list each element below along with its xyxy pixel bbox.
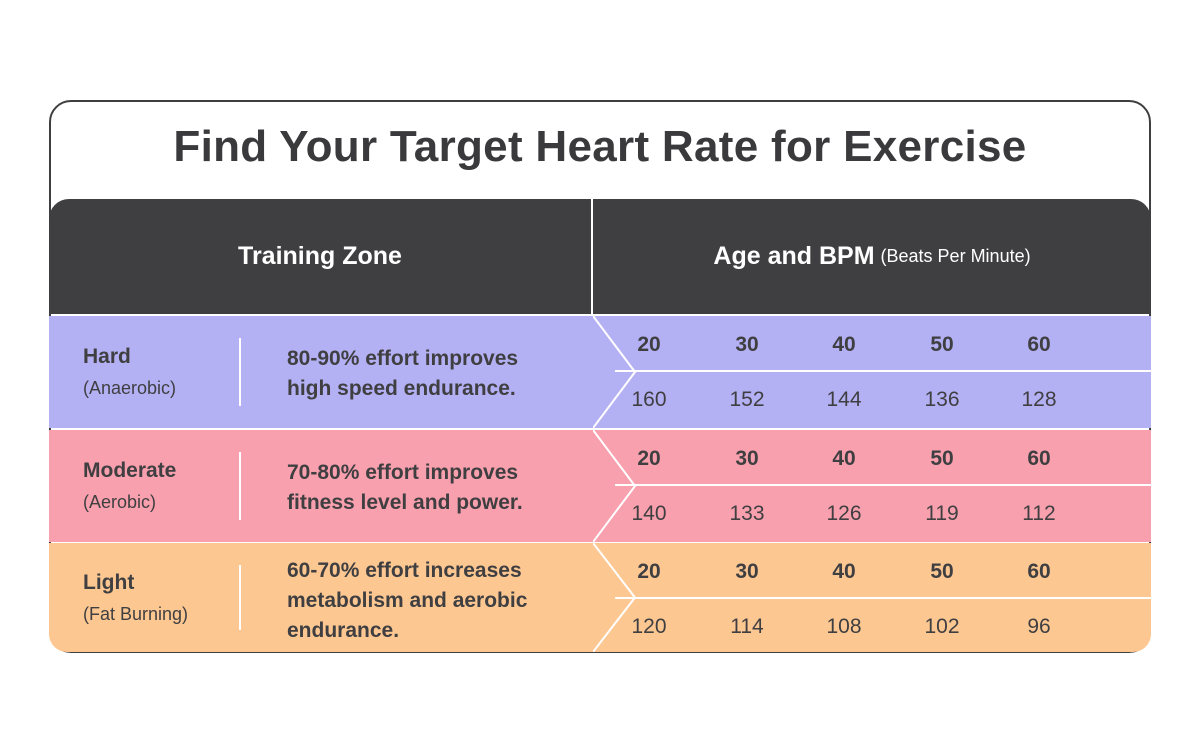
header-training-zone: Training Zone bbox=[238, 242, 402, 270]
age-cell: 60 bbox=[1027, 447, 1051, 470]
zone-row-divider bbox=[615, 597, 1151, 599]
zone-description-line: endurance. bbox=[287, 619, 400, 642]
zone-name: Hard bbox=[83, 345, 131, 368]
age-cell: 30 bbox=[735, 333, 759, 356]
age-cell: 60 bbox=[1027, 333, 1051, 356]
age-cell: 30 bbox=[735, 447, 759, 470]
header-divider bbox=[591, 199, 593, 314]
bpm-cell: 120 bbox=[631, 615, 667, 638]
bpm-cell: 126 bbox=[826, 502, 862, 525]
zone-row-background bbox=[49, 316, 1151, 428]
zone-row: Moderate (Aerobic) 70-80% effort improves f… bbox=[49, 430, 1151, 542]
zone-separator bbox=[239, 338, 241, 406]
zone-description: 80-90% effort improves high speed enduran… bbox=[287, 344, 577, 404]
age-cell: 20 bbox=[637, 333, 661, 356]
bpm-cell: 133 bbox=[729, 502, 765, 525]
age-cell: 40 bbox=[832, 333, 856, 356]
bpm-cell: 128 bbox=[1021, 388, 1057, 411]
zone-row: Light (Fat Burning) 60-70% effort increase… bbox=[49, 543, 1151, 652]
age-cell: 40 bbox=[832, 447, 856, 470]
age-cell: 40 bbox=[832, 560, 856, 583]
age-cell: 50 bbox=[930, 560, 954, 583]
bpm-cell: 160 bbox=[631, 388, 667, 411]
zone-name: Light bbox=[83, 571, 135, 594]
zone-separator bbox=[239, 565, 241, 630]
bpm-cell: 102 bbox=[924, 615, 960, 638]
zone-subtitle: (Anaerobic) bbox=[83, 378, 177, 398]
table-header bbox=[49, 199, 1151, 314]
zone-description-line: high speed endurance. bbox=[287, 377, 516, 400]
bpm-cell: 108 bbox=[826, 615, 862, 638]
header-age-bpm: Age and BPM (Beats Per Minute) bbox=[593, 199, 1151, 314]
age-cell: 30 bbox=[735, 560, 759, 583]
bpm-cell: 119 bbox=[925, 502, 959, 525]
zone-description-line: fitness level and power. bbox=[287, 491, 523, 514]
zone-row: Hard (Anaerobic) 80-90% effort improves hig… bbox=[49, 316, 1151, 428]
age-cell: 60 bbox=[1027, 560, 1051, 583]
page-title: Find Your Target Heart Rate for Exercise bbox=[173, 122, 1027, 171]
zone-row-divider bbox=[615, 484, 1151, 486]
zone-subtitle: (Fat Burning) bbox=[83, 604, 189, 624]
bpm-cell: 114 bbox=[730, 615, 764, 638]
bpm-cell: 140 bbox=[631, 502, 667, 525]
age-cell: 50 bbox=[930, 447, 954, 470]
header-age-bpm-subtitle: (Beats Per Minute) bbox=[880, 246, 1031, 266]
bpm-cell: 112 bbox=[1022, 502, 1056, 525]
zone-description-line: 80-90% effort improves bbox=[287, 347, 519, 370]
zone-separator bbox=[239, 452, 241, 520]
bpm-cell: 152 bbox=[729, 388, 765, 411]
zone-description: 60-70% effort increases metabolism and ae… bbox=[287, 556, 577, 646]
age-cell: 50 bbox=[930, 333, 954, 356]
zone-chevron bbox=[593, 430, 637, 542]
zone-description: 70-80% effort improves fitness level and … bbox=[287, 458, 577, 518]
zone-row-background bbox=[49, 430, 1151, 542]
zone-subtitle: (Aerobic) bbox=[83, 492, 157, 512]
bpm-cell: 136 bbox=[924, 388, 960, 411]
zone-description-line: metabolism and aerobic bbox=[287, 589, 528, 612]
header-age-bpm-label: Age and BPM bbox=[713, 242, 875, 270]
zone-name: Moderate bbox=[83, 459, 177, 482]
age-cell: 20 bbox=[637, 560, 661, 583]
zone-chevron bbox=[593, 316, 637, 428]
bpm-cell: 96 bbox=[1027, 615, 1051, 638]
age-cell: 20 bbox=[637, 447, 661, 470]
zone-description-line: 70-80% effort improves bbox=[287, 461, 519, 484]
zone-description-line: 60-70% effort increases bbox=[287, 559, 522, 582]
bpm-cell: 144 bbox=[826, 388, 862, 411]
zone-row-divider bbox=[615, 370, 1151, 372]
